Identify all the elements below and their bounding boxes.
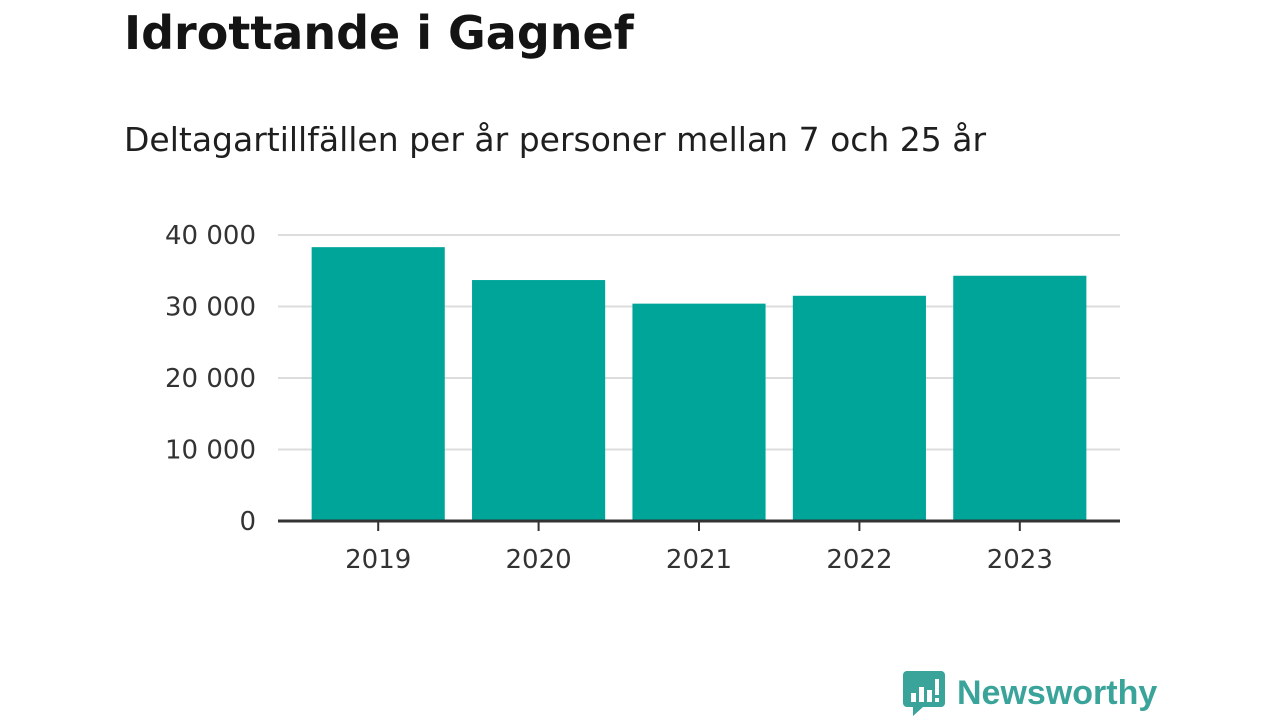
chart-subtitle: Deltagartillfällen per år personer mella… <box>124 120 987 159</box>
newsworthy-logo-icon <box>903 671 945 716</box>
y-tick-label: 20 000 <box>165 364 256 394</box>
brand-name: Newsworthy <box>957 673 1158 712</box>
x-axis-ticks: 2019 2020 2021 2022 2023 <box>345 521 1053 575</box>
x-tick-label: 2022 <box>826 545 892 575</box>
bar-2023 <box>953 275 1087 521</box>
y-tick-label: 0 <box>239 507 256 537</box>
bar-2019 <box>311 247 445 521</box>
y-tick-label: 10 000 <box>165 436 256 466</box>
x-tick-label: 2020 <box>506 545 572 575</box>
brand-logo: Newsworthy <box>903 668 1157 718</box>
bar-2022 <box>792 295 926 521</box>
chart-title: Idrottande i Gagnef <box>124 6 634 60</box>
y-axis-ticks: 0 10 000 20 000 30 000 40 000 <box>165 221 256 537</box>
bar-2020 <box>472 280 606 521</box>
x-tick-label: 2021 <box>666 545 732 575</box>
x-tick-label: 2023 <box>987 545 1053 575</box>
x-tick-label: 2019 <box>345 545 411 575</box>
bars <box>311 247 1087 521</box>
y-tick-label: 30 000 <box>165 293 256 323</box>
bar-2021 <box>632 303 766 521</box>
y-tick-label: 40 000 <box>165 221 256 251</box>
